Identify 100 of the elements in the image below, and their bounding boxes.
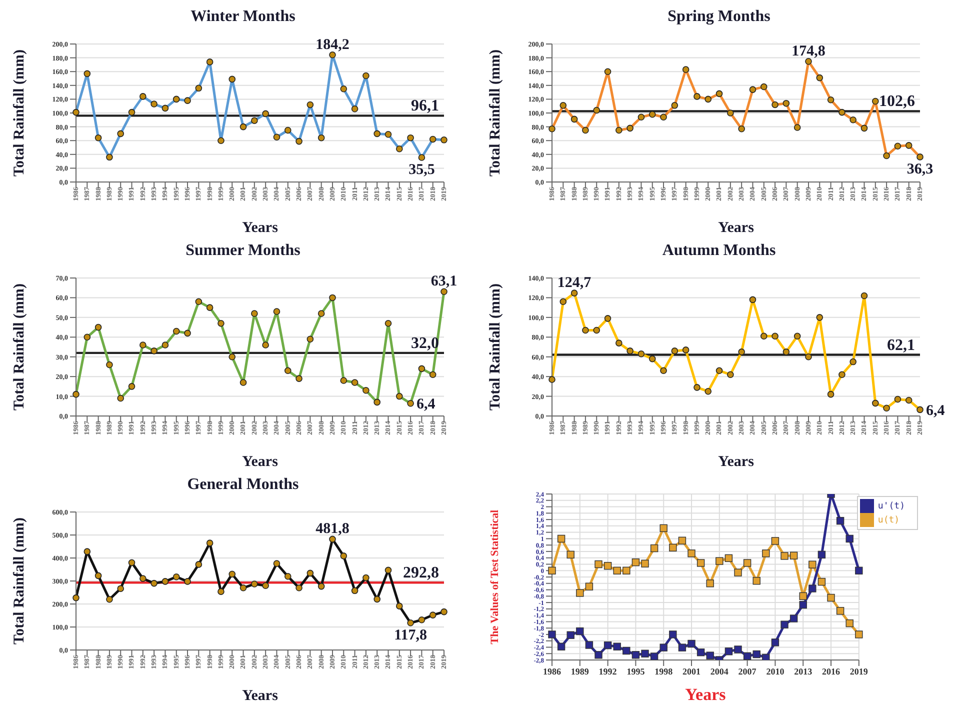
x-tick-label: 1986 [543,666,562,676]
point [306,570,314,577]
point [566,631,574,639]
point [855,630,863,638]
point [846,534,854,543]
point [846,619,854,628]
point [706,580,714,588]
point [418,616,426,624]
point [128,559,136,566]
point [780,552,788,560]
annotation: 35,5 [408,162,435,178]
point [632,651,640,659]
x-axis-title: Years [242,454,278,470]
point [106,596,113,603]
annotation: 481,8 [316,521,350,538]
point [855,566,863,574]
point [678,536,686,544]
point [195,561,202,568]
point [117,585,124,592]
point [724,554,733,562]
point [762,654,770,660]
y-axis-title: Total Rainfall (mm) [487,284,504,410]
point [585,641,594,649]
y-axis-title: The Values of Test Statistical [488,510,501,644]
x-tick-label: 2019 [850,666,868,676]
point [743,559,752,567]
point [585,582,594,590]
point [622,646,630,655]
legend-label: u'(t) [878,501,905,512]
y-axis-title: Total Rainfall (mm) [11,50,28,176]
point [688,640,696,648]
chart-title: Summer Months [184,242,302,260]
point [790,614,798,622]
point [440,608,448,616]
point [407,620,414,626]
point [184,578,191,585]
point [557,534,566,543]
x-tick-label: 2016 [822,666,841,676]
point [172,573,180,580]
point [374,596,380,603]
point [632,558,640,566]
point [613,566,621,574]
point [790,552,798,560]
point [734,568,742,576]
point [762,550,770,558]
point [660,524,668,532]
point [808,560,816,568]
point [771,537,780,545]
point [594,651,602,659]
point [340,552,348,560]
x-axis-title: Years [685,685,726,704]
point [566,550,574,559]
point [734,646,742,654]
point [688,550,696,558]
point [706,652,714,660]
ref-line-label: 292,8 [403,564,439,582]
point [771,638,780,646]
x-tick-label: 2007 [738,666,757,676]
point [743,652,752,660]
point [660,644,668,652]
point [604,562,612,570]
point [548,630,556,638]
point [140,575,146,582]
x-tick-label: 2010 [766,666,785,676]
point [576,589,584,597]
x-tick-label: 2004 [710,666,729,676]
point [218,588,224,595]
point [678,644,686,652]
point [262,582,269,589]
point [641,560,649,568]
point [604,641,612,650]
annotation: 36,3 [906,162,934,178]
ref-line-label: 102,6 [879,93,915,110]
chart-title: General Months [186,476,300,494]
x-tick-label: 2013 [794,666,813,676]
x-axis-title: Years [718,220,754,236]
point [329,536,336,543]
chart-title: Autumn Months [661,242,777,260]
point [696,559,705,567]
point [162,578,169,585]
point [548,566,556,574]
point [284,573,292,580]
point [251,580,258,588]
point [396,602,403,610]
y-axis-title: Total Rainfall (mm) [11,284,28,410]
point [84,548,91,555]
annotation: 124,7 [557,275,592,292]
y-axis-title: Total Rainfall (mm) [11,518,28,644]
point [72,594,80,602]
point [716,557,724,565]
point [240,584,247,592]
x-axis-title: Years [242,688,278,704]
x-tick-label: 2001 [682,666,702,676]
point [669,544,677,552]
point [296,584,302,592]
point [818,550,826,559]
x-tick-label: 1998 [654,666,674,676]
chart-title: Winter Months [190,8,296,26]
y-axis-title: Total Rainfall (mm) [487,50,504,176]
point [808,584,816,592]
